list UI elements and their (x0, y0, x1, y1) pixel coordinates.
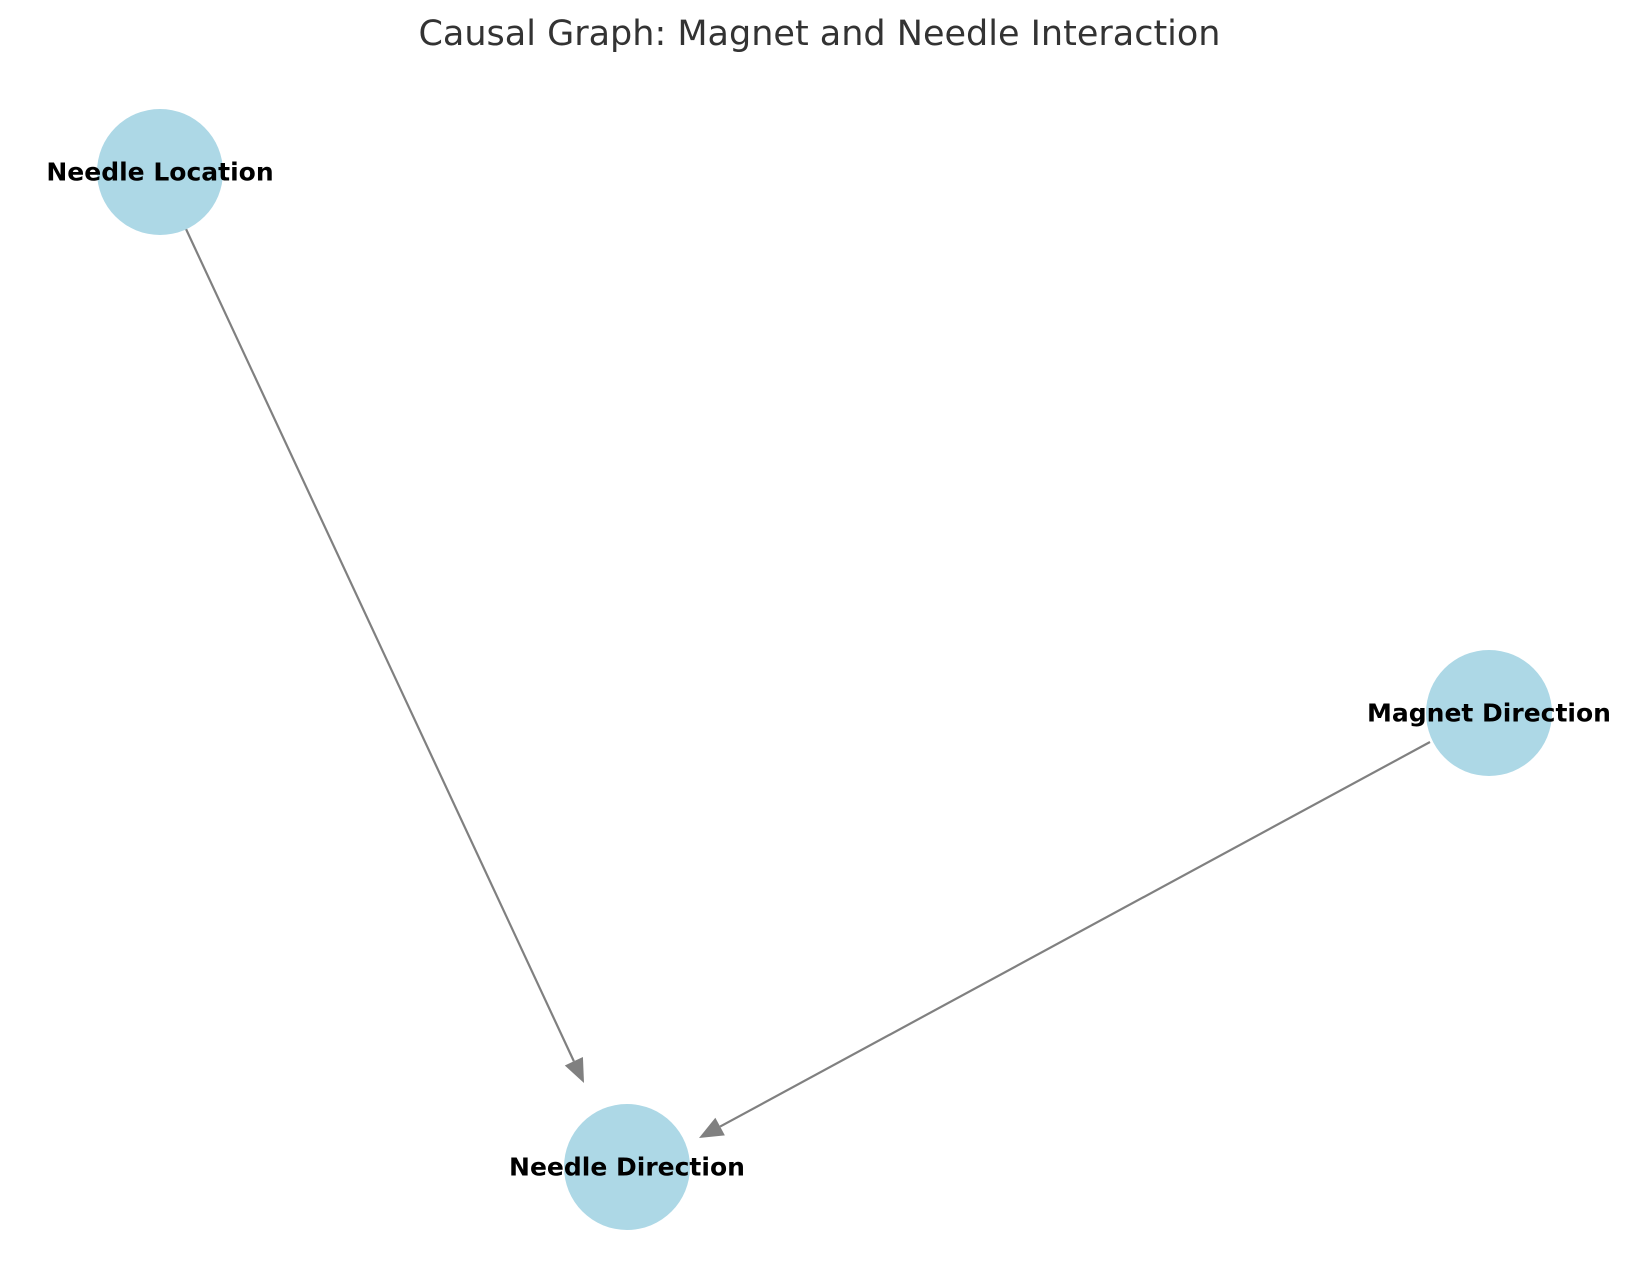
node-circle (564, 1104, 690, 1230)
edge-magnet-direction-to-needle-direction (699, 741, 1431, 1138)
node-needle-direction: Needle Direction (509, 1104, 745, 1230)
node-needle-location: Needle Location (46, 109, 274, 235)
node-label-needle-direction: Needle Direction (509, 1153, 745, 1182)
arrowhead-icon (699, 1117, 725, 1138)
node-magnet-direction: Magnet Direction (1367, 650, 1611, 776)
node-label-magnet-direction: Magnet Direction (1367, 699, 1611, 728)
node-circle (97, 109, 223, 235)
node-circle (1426, 650, 1552, 776)
node-label-needle-location: Needle Location (46, 158, 273, 187)
diagram-title: Causal Graph: Magnet and Needle Interact… (418, 14, 1221, 54)
edge-needle-location-to-needle-direction (185, 228, 584, 1083)
arrowhead-icon (564, 1057, 584, 1083)
